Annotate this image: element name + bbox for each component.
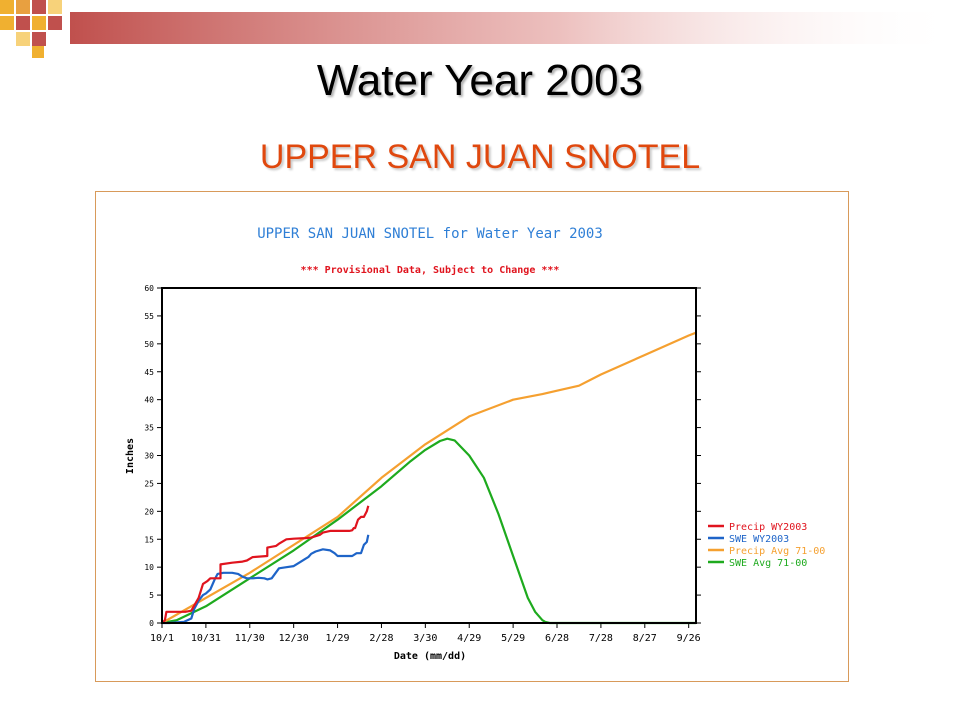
series-line-2 xyxy=(161,331,697,624)
series-line-1 xyxy=(162,534,370,625)
x-tick-label: 3/30 xyxy=(413,633,437,644)
y-tick-label: 60 xyxy=(144,284,154,293)
chart-subtitle: *** Provisional Data, Subject to Change … xyxy=(301,264,560,276)
x-tick-label: 5/29 xyxy=(501,633,525,644)
x-tick-label: 11/30 xyxy=(235,633,265,644)
legend-label: SWE Avg 71-00 xyxy=(729,558,807,569)
legend-label: SWE WY2003 xyxy=(729,534,789,545)
x-tick-label: 1/29 xyxy=(326,633,350,644)
series-line-0 xyxy=(161,505,370,624)
chart-frame: UPPER SAN JUAN SNOTEL for Water Year 200… xyxy=(95,191,849,682)
snotel-line-chart: UPPER SAN JUAN SNOTEL for Water Year 200… xyxy=(125,226,825,662)
x-tick-label: 7/28 xyxy=(589,633,613,644)
series-line-3 xyxy=(161,437,696,625)
y-tick-label: 50 xyxy=(144,340,154,349)
y-tick-label: 30 xyxy=(144,452,154,461)
y-tick-label: 10 xyxy=(144,563,154,572)
x-axis-ticks: 10/1 10/31 11/30 12/30 1/29 2/28 3/30 4/29 5/29 6… xyxy=(150,623,701,644)
x-tick-label: 6/28 xyxy=(545,633,569,644)
decorative-header-band xyxy=(0,0,960,58)
slide-title: Water Year 2003 xyxy=(316,56,644,105)
x-tick-label: 2/28 xyxy=(369,633,393,644)
y-tick-label: 15 xyxy=(144,535,154,544)
x-tick-label: 12/30 xyxy=(279,633,309,644)
y-tick-label: 25 xyxy=(144,479,154,488)
y-tick-label: 45 xyxy=(144,368,154,377)
legend-label: Precip Avg 71-00 xyxy=(729,546,825,557)
plot-area-border xyxy=(161,287,697,624)
chart-title: UPPER SAN JUAN SNOTEL for Water Year 200… xyxy=(257,226,603,242)
y-tick-label: 55 xyxy=(144,312,154,321)
y-tick-label: 0 xyxy=(149,619,154,628)
plot-lines xyxy=(161,331,697,625)
y-tick-label: 20 xyxy=(144,507,154,516)
x-axis-label: Date (mm/dd) xyxy=(394,651,466,662)
y-tick-label: 35 xyxy=(144,424,154,433)
x-tick-label: 10/31 xyxy=(191,633,221,644)
y-axis-label: Inches xyxy=(125,438,136,474)
legend-label: Precip WY2003 xyxy=(729,522,807,533)
x-tick-label: 8/27 xyxy=(633,633,657,644)
slide-subtitle: UPPER SAN JUAN SNOTEL xyxy=(259,138,701,176)
x-tick-label: 4/29 xyxy=(457,633,481,644)
y-tick-label: 40 xyxy=(144,396,154,405)
x-tick-label: 9/26 xyxy=(677,633,701,644)
y-axis-ticks: 0 5 10 15 20 25 30 35 40 45 50 55 60 xyxy=(144,284,701,628)
y-tick-label: 5 xyxy=(149,591,154,600)
x-tick-label: 10/1 xyxy=(150,633,174,644)
